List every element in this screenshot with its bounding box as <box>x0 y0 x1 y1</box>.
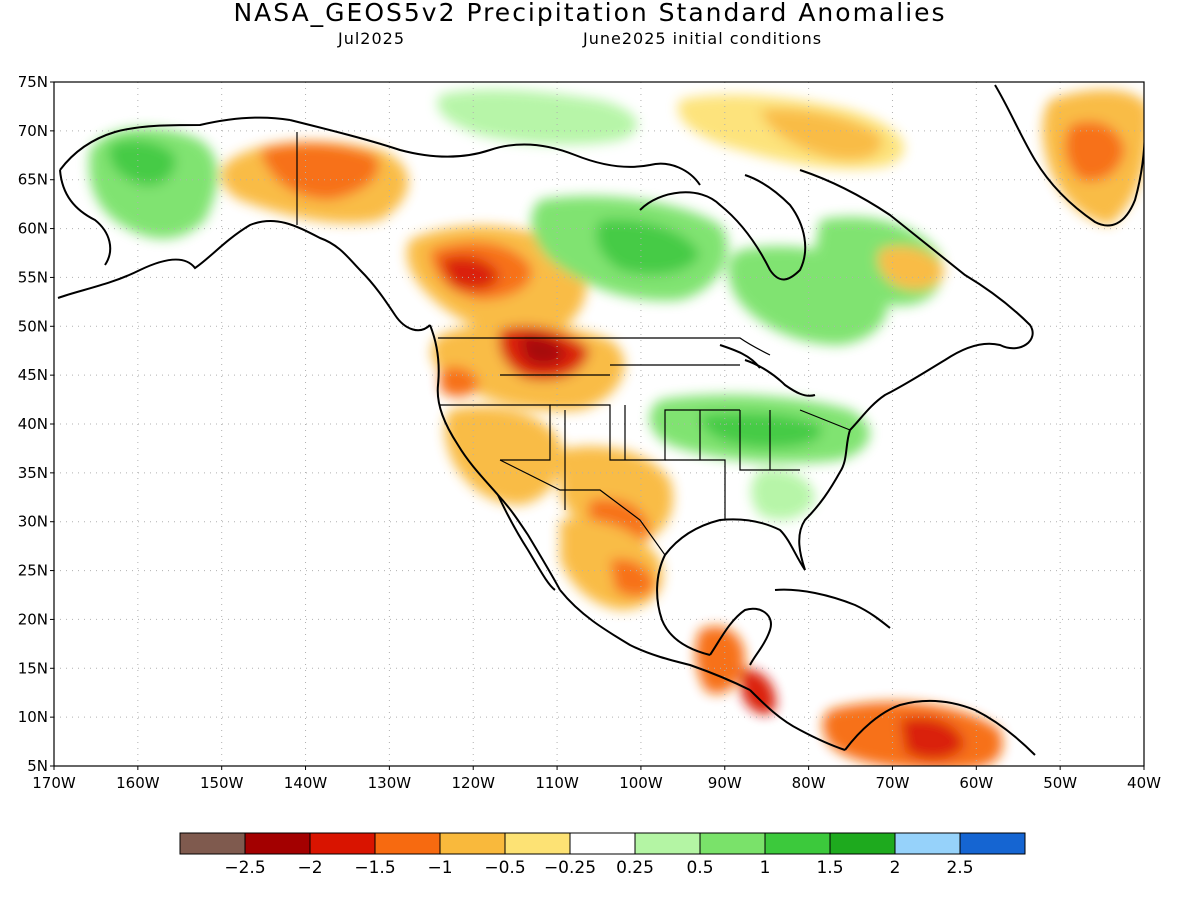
lon-tick-label: 90W <box>708 774 742 792</box>
lat-tick-label: 45N <box>18 366 48 384</box>
lat-tick-label: 10N <box>18 708 48 726</box>
colorbar-label: −2 <box>297 858 322 878</box>
lat-tick-label: 60N <box>18 220 48 238</box>
colorbar-swatch <box>179 832 246 855</box>
colorbar-swatch <box>699 832 766 855</box>
colorbar-label: −1 <box>427 858 452 878</box>
colorbar-swatch <box>244 832 311 855</box>
colorbar-label: −0.5 <box>484 858 525 878</box>
latitude-axis: 75N 70N 65N 60N 55N 50N 45N 40N 35N 30N 25N 20N 15N 1… <box>18 73 54 775</box>
forecast-month: Jul2025 <box>338 29 406 48</box>
lat-tick-label: 20N <box>18 610 48 628</box>
anomaly-field <box>89 89 1144 766</box>
colorbar-swatch <box>894 832 961 855</box>
map-title: NASA_GEOS5v2 Precipitation Standard Anom… <box>233 0 947 27</box>
lon-tick-label: 100W <box>619 774 663 792</box>
lon-tick-label: 150W <box>200 774 244 792</box>
lon-tick-label: 160W <box>116 774 160 792</box>
graticule <box>54 82 1144 766</box>
longitude-axis: 170W 160W 150W 140W 130W 120W 110W 100W 90W 80W 70… <box>32 766 1161 792</box>
lon-tick-label: 140W <box>284 774 328 792</box>
colorbar-swatch <box>309 832 376 855</box>
lon-tick-label: 60W <box>959 774 993 792</box>
colorbar-swatch <box>959 832 1026 855</box>
lat-tick-label: 40N <box>18 415 48 433</box>
lon-tick-label: 170W <box>32 774 76 792</box>
political-boundaries <box>296 132 851 556</box>
lon-tick-label: 40W <box>1127 774 1161 792</box>
colorbar-label: 0.5 <box>686 858 713 878</box>
lon-tick-label: 70W <box>876 774 910 792</box>
colorbar-label: 2 <box>890 858 901 878</box>
colorbar-label: 2.5 <box>946 858 973 878</box>
colorbar: −2.5 −2 −1.5 −1 −0.5 −0.25 0.25 0.5 1 1.5 2 2.5 <box>179 832 1026 878</box>
lat-tick-label: 15N <box>18 659 48 677</box>
coastlines <box>57 84 1144 756</box>
lat-tick-label: 70N <box>18 122 48 140</box>
colorbar-swatch <box>374 832 441 855</box>
colorbar-label: 1 <box>760 858 771 878</box>
colorbar-label: 1.5 <box>816 858 843 878</box>
colorbar-swatch <box>634 832 701 855</box>
colorbar-label: −1.5 <box>354 858 395 878</box>
colorbar-label: −2.5 <box>224 858 265 878</box>
lat-tick-label: 30N <box>18 513 48 531</box>
lat-tick-label: 35N <box>18 464 48 482</box>
map-frame <box>53 81 1145 767</box>
colorbar-swatch <box>439 832 506 855</box>
lat-tick-label: 75N <box>18 73 48 91</box>
lon-tick-label: 130W <box>368 774 412 792</box>
lat-tick-label: 50N <box>18 317 48 335</box>
lat-tick-label: 25N <box>18 562 48 580</box>
initial-conditions-label: June2025 initial conditions <box>583 29 823 48</box>
colorbar-swatch <box>569 832 636 855</box>
colorbar-swatch <box>504 832 571 855</box>
lat-tick-label: 65N <box>18 171 48 189</box>
lon-tick-label: 120W <box>451 774 495 792</box>
lon-tick-label: 50W <box>1043 774 1077 792</box>
lat-tick-label: 5N <box>27 757 48 775</box>
colorbar-swatch <box>829 832 896 855</box>
lat-tick-label: 55N <box>18 268 48 286</box>
lon-tick-label: 80W <box>792 774 826 792</box>
lon-tick-label: 110W <box>535 774 579 792</box>
colorbar-label: 0.25 <box>616 858 654 878</box>
colorbar-label: −0.25 <box>544 858 596 878</box>
colorbar-swatch <box>764 832 831 855</box>
